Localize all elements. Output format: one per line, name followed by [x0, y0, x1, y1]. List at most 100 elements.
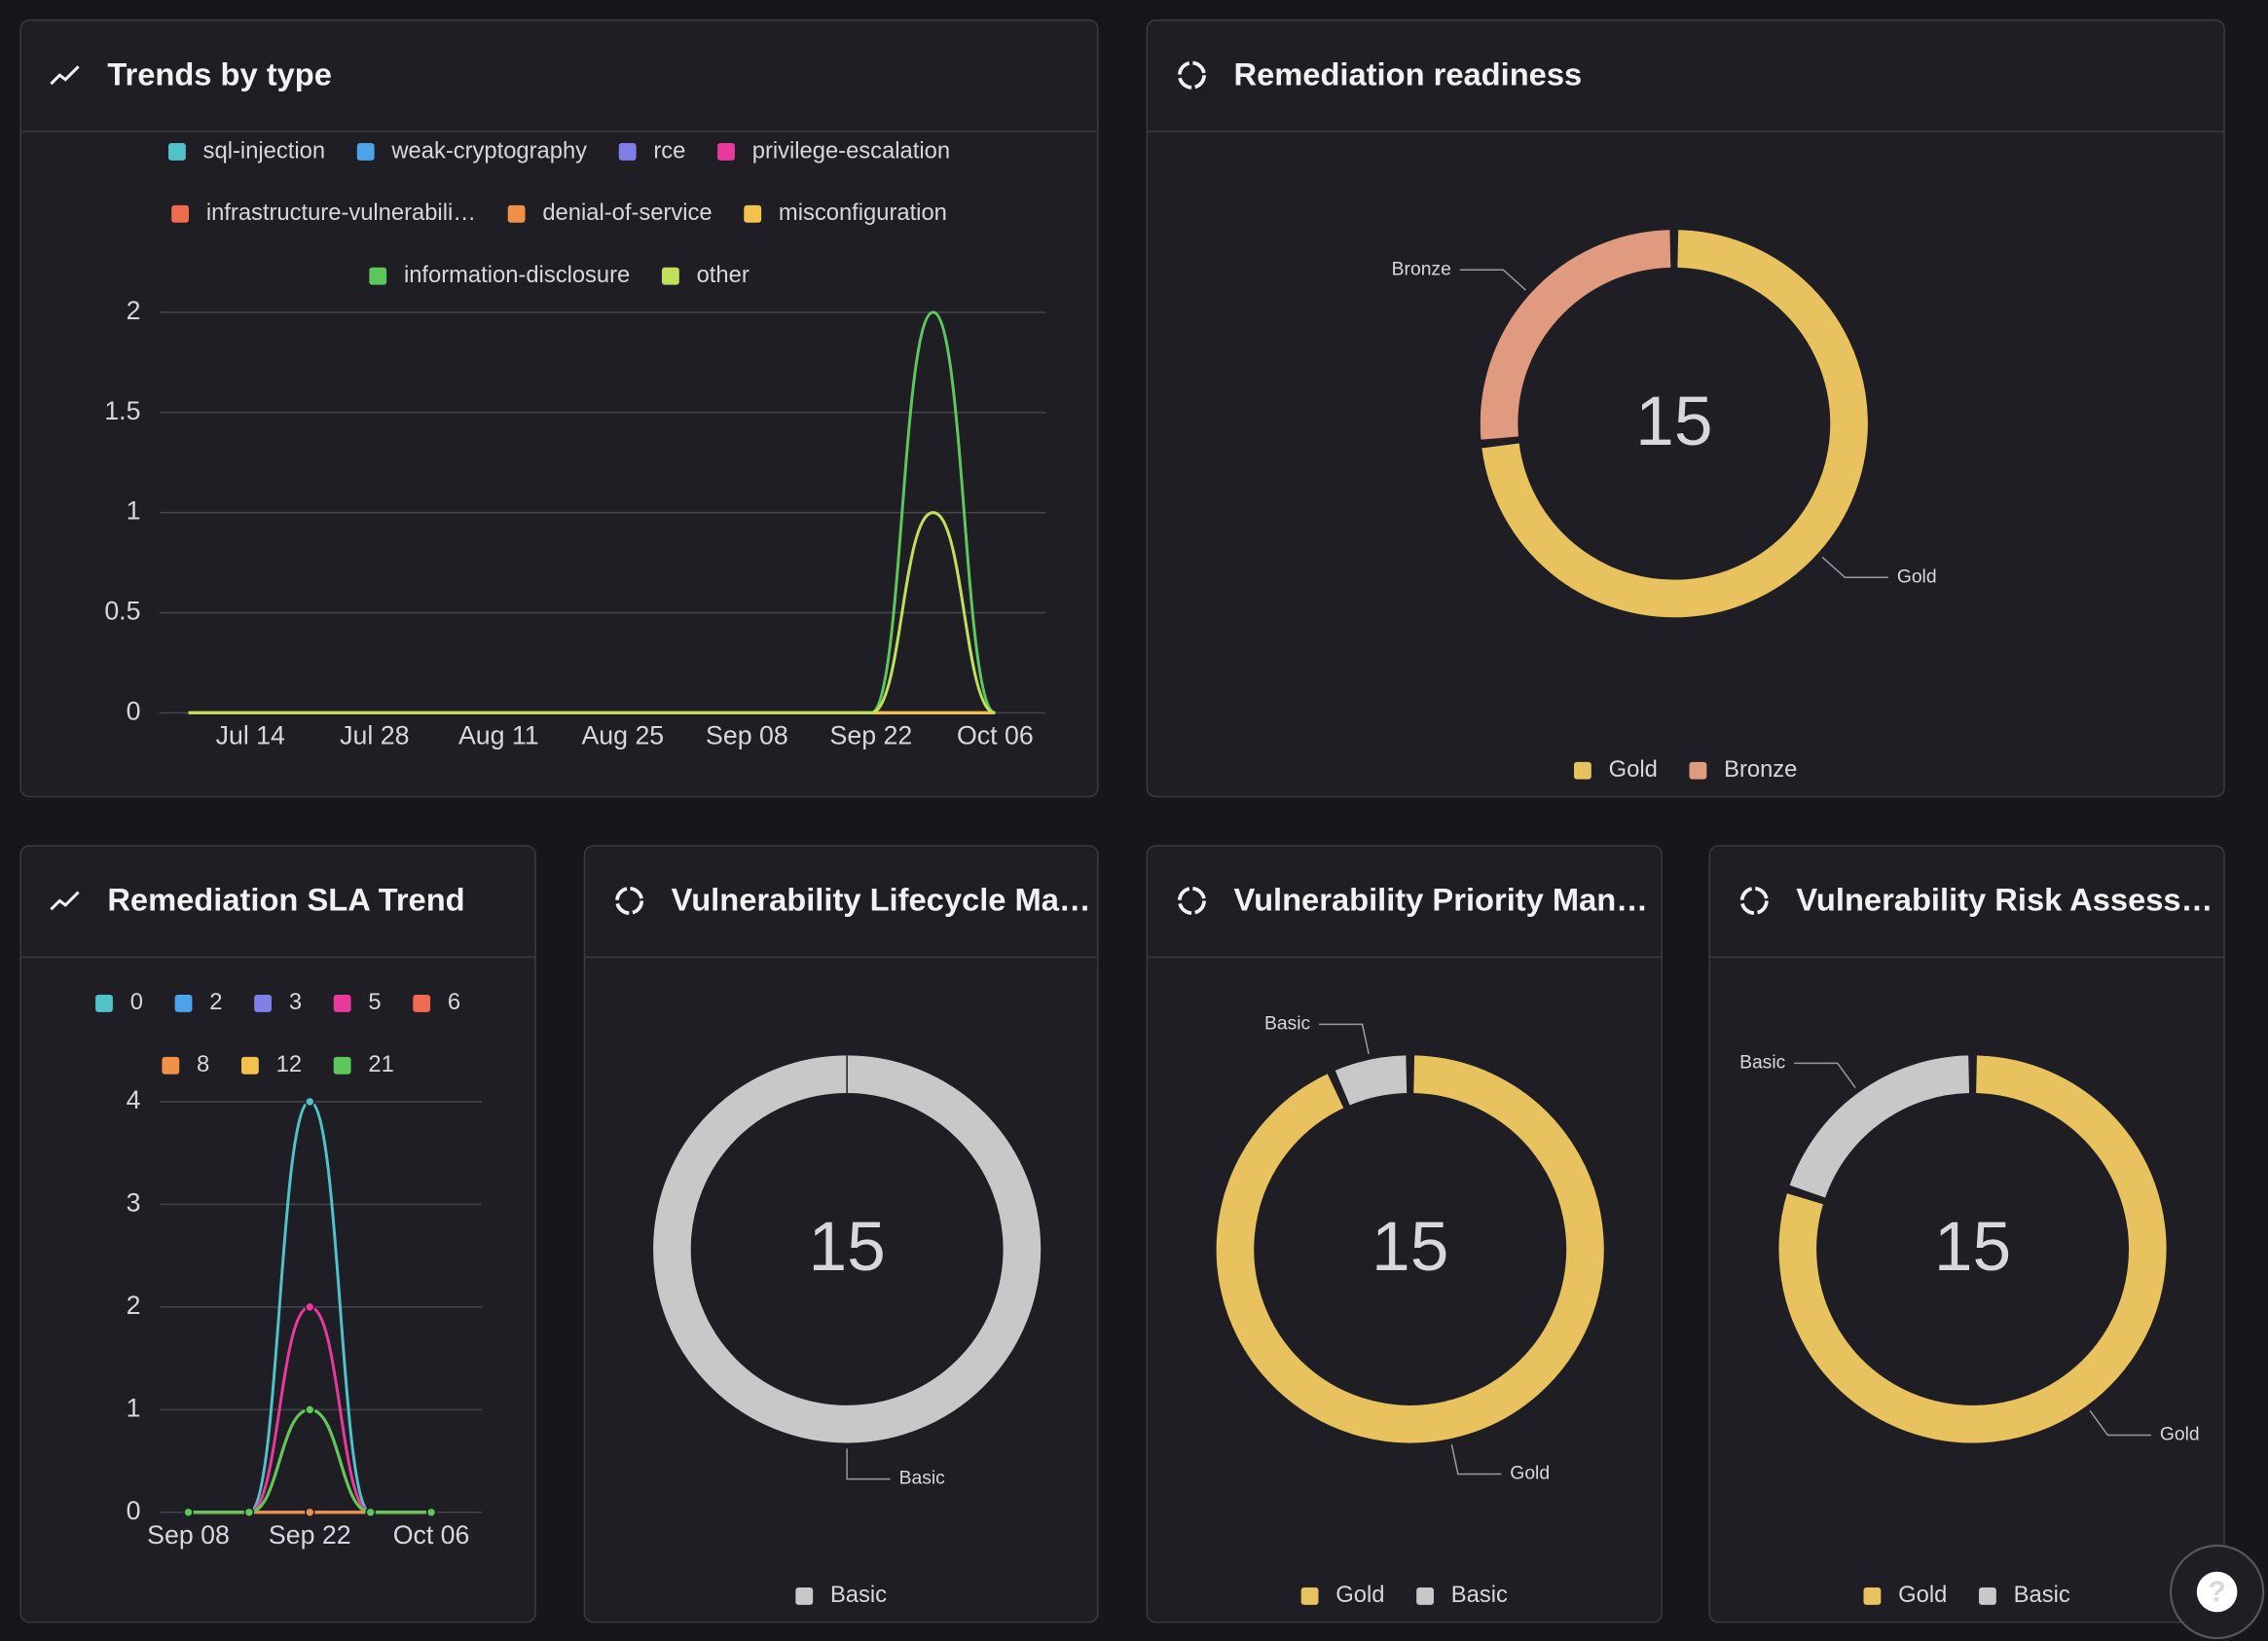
legend-label: Bronze — [1724, 756, 1797, 783]
panel-title: Vulnerability Priority Man… — [1233, 882, 1647, 918]
point-marker — [425, 1507, 437, 1517]
legend-swatch — [1416, 1587, 1434, 1605]
x-tick-label: Jul 28 — [340, 721, 409, 750]
legend-swatch — [174, 994, 193, 1012]
legend-item: 5 — [333, 989, 382, 1015]
legend-item: 12 — [240, 1051, 302, 1077]
panel-frame — [19, 19, 1099, 798]
legend-label: Basic — [1451, 1582, 1508, 1608]
legend-item: other — [661, 262, 750, 288]
panel-body: Gold Basic 15 Gold Basic — [1739, 1052, 2200, 1608]
legend-label: 0 — [130, 989, 143, 1015]
x-tick-label: Jul 14 — [216, 721, 285, 750]
panel: Trends by type sql-injection weak-cryptogr… — [19, 19, 1099, 798]
legend-label: 3 — [289, 989, 302, 1015]
label-leader — [1794, 1062, 1856, 1089]
legend-label: Basic — [2014, 1582, 2070, 1608]
segment-label: Gold — [2160, 1425, 2200, 1445]
line-icon — [50, 65, 80, 86]
legend-item: Basic — [1979, 1582, 2070, 1608]
legend-label: 21 — [368, 1051, 393, 1077]
legend-item: 6 — [413, 989, 460, 1015]
legend-swatch — [168, 143, 186, 161]
legend-item: Gold — [1300, 1582, 1384, 1608]
donut-total: 15 — [1372, 1208, 1448, 1286]
legend-swatch — [369, 267, 387, 285]
legend-item: misconfiguration — [744, 200, 947, 226]
donut-icon — [1739, 886, 1769, 915]
panel-title: Trends by type — [107, 55, 332, 91]
legend-swatch — [661, 267, 679, 285]
legend-item: 21 — [333, 1051, 394, 1077]
legend-label: Gold — [1609, 756, 1658, 783]
legend-swatch — [162, 1056, 180, 1075]
legend-item: Basic — [1416, 1582, 1508, 1608]
help-button[interactable]: ? — [2169, 1544, 2265, 1640]
legend-label: weak-cryptography — [390, 137, 587, 164]
y-tick-label: 0 — [127, 696, 141, 725]
label-leader — [1821, 556, 1888, 579]
legend-swatch — [240, 1056, 259, 1075]
legend-label: 5 — [368, 989, 381, 1015]
legend-label: Gold — [1335, 1582, 1384, 1608]
segment-label: Basic — [1739, 1052, 1786, 1073]
legend-item: information-disclosure — [369, 262, 630, 288]
legend-row: Basic — [795, 1582, 887, 1608]
legend-swatch — [254, 994, 272, 1012]
label-leader — [1450, 1443, 1502, 1476]
legend-label: infrastructure-vulnerabili… — [206, 200, 476, 226]
y-tick-label: 2 — [127, 296, 141, 325]
legend-item: privilege-escalation — [717, 137, 950, 164]
panel: Vulnerability Priority Man…GoldBasic15Go… — [1146, 845, 1663, 1623]
donut-segment — [1480, 230, 1671, 440]
legend-swatch — [95, 994, 113, 1012]
donut-segment — [1778, 1055, 2167, 1443]
legend-item: Gold — [1573, 756, 1658, 783]
panel-frame — [1708, 845, 2225, 1623]
legend-label: 2 — [209, 989, 222, 1015]
legend-label: Basic — [830, 1582, 887, 1608]
donut-total: 15 — [1934, 1208, 2011, 1286]
x-tick-label: Aug 25 — [581, 721, 664, 750]
legend-row: information-disclosure other — [369, 262, 750, 288]
legend-label: misconfiguration — [779, 200, 947, 226]
legend-swatch — [618, 143, 637, 161]
y-tick-label: 1.5 — [104, 396, 140, 425]
legend-row: 0 2 3 5 6 — [95, 989, 460, 1015]
legend-label: other — [697, 262, 750, 288]
panel-title: Vulnerability Risk Assess… — [1796, 882, 2213, 918]
donut-total: 15 — [808, 1208, 885, 1286]
panel-title: Remediation readiness — [1233, 55, 1582, 91]
legend-item: infrastructure-vulnerabili… — [171, 200, 476, 226]
legend-item: Gold — [1863, 1582, 1947, 1608]
y-tick-label: 1 — [127, 1393, 141, 1422]
legend-label: 8 — [197, 1051, 209, 1077]
segment-label: Gold — [1897, 566, 1937, 587]
legend-swatch — [744, 204, 762, 223]
point-marker — [305, 1507, 315, 1517]
legend-swatch — [717, 143, 735, 161]
panel-frame — [1146, 19, 2225, 798]
panel: Remediation readiness Gold Bronze 15 Gold Bro… — [1146, 19, 2225, 798]
x-tick-label: Sep 22 — [830, 721, 913, 750]
legend-label: sql-injection — [203, 137, 325, 164]
donut-total: 15 — [1635, 383, 1712, 460]
legend-swatch — [795, 1587, 814, 1605]
donut-icon — [1177, 886, 1206, 915]
legend-label: 12 — [276, 1051, 302, 1077]
panel-frame — [1146, 845, 1663, 1623]
legend-item: sql-injection — [168, 137, 325, 164]
legend-swatch — [333, 994, 351, 1012]
y-tick-label: 0.5 — [104, 597, 140, 626]
point-marker — [305, 1404, 315, 1415]
legend-item: rce — [618, 137, 685, 164]
point-marker — [305, 1096, 315, 1108]
legend-item: 3 — [254, 989, 302, 1015]
y-tick-label: 4 — [127, 1085, 141, 1114]
legend-swatch — [1979, 1587, 1996, 1605]
y-tick-label: 1 — [127, 496, 141, 526]
